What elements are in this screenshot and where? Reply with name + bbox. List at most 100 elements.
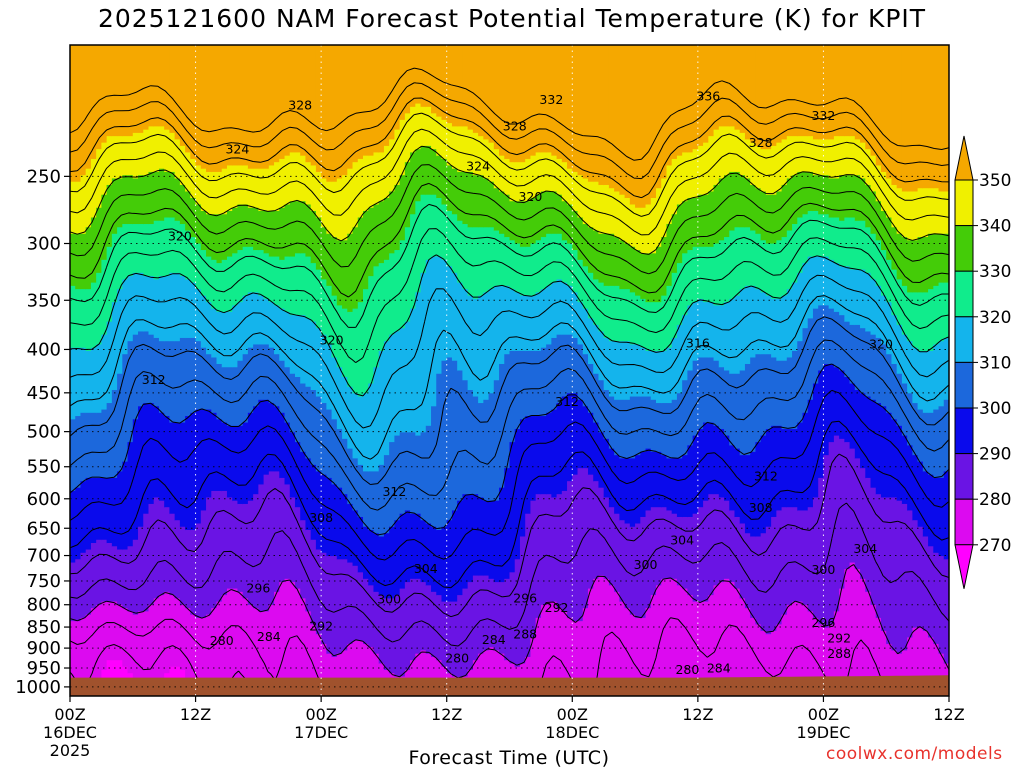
colorbar-band	[954, 316, 974, 363]
colorbar: 350 340 330 320 310 300 290 280 270	[954, 135, 1011, 589]
contour-label: 332	[811, 108, 835, 123]
colorbar-band	[954, 270, 974, 318]
ground-layer	[70, 675, 949, 696]
contour-label: 324	[466, 158, 490, 173]
contour-label: 312	[555, 394, 579, 409]
contour-label-layer: 328 324 320 328 332 324 320 336 328 332 320 316 320 3…	[142, 89, 893, 678]
x-tick-label: 00Z	[54, 705, 85, 724]
colorbar-label: 300	[979, 399, 1011, 419]
contour-label: 308	[749, 500, 773, 515]
contour-label: 320	[168, 229, 192, 244]
x-tick-label: 12Z	[180, 705, 211, 724]
colorbar-over-arrow	[954, 135, 974, 181]
contour-label: 324	[225, 141, 249, 156]
y-tick-label: 650	[27, 518, 61, 539]
contour-label: 300	[634, 557, 658, 572]
colorbar-label: 280	[979, 490, 1011, 510]
contour-label: 280	[675, 662, 699, 677]
contour-label: 288	[827, 646, 851, 661]
y-axis: 2503003504004505005506006507007508008509…	[15, 166, 70, 698]
contour-label: 292	[309, 619, 333, 634]
contour-label: 296	[811, 615, 835, 630]
contour-lines	[70, 67, 949, 696]
contour-label: 304	[853, 541, 877, 556]
x-tick-label: 12Z	[933, 705, 964, 724]
contour-label: 288	[513, 626, 537, 641]
x-tick-date: 18DEC	[545, 723, 599, 742]
colorbar-label: 330	[979, 262, 1011, 282]
contour-label: 300	[811, 562, 835, 577]
colorbar-label: 310	[979, 353, 1011, 373]
contour-label: 316	[686, 335, 710, 350]
contour-label: 312	[754, 468, 778, 483]
y-tick-label: 500	[27, 422, 61, 443]
y-tick-label: 850	[27, 617, 61, 638]
x-tick-date: 17DEC	[294, 723, 348, 742]
y-tick-label: 800	[27, 595, 61, 616]
contour-label: 304	[670, 532, 694, 547]
y-tick-label: 600	[27, 489, 61, 510]
contour-label: 320	[518, 189, 542, 204]
colorbar-band	[954, 225, 974, 272]
colorbar-label: 320	[979, 308, 1011, 328]
colorbar-band	[954, 361, 974, 409]
contour-fill-layer	[70, 45, 949, 696]
y-tick-label: 1000	[15, 677, 61, 698]
contour-label: 296	[513, 590, 537, 605]
y-tick-label: 450	[27, 383, 61, 404]
chart-title: 2025121600 NAM Forecast Potential Temper…	[97, 4, 927, 33]
colorbar-band	[954, 498, 974, 546]
contour-label: 312	[142, 372, 166, 387]
contour-label: 328	[288, 98, 312, 113]
contour-label: 312	[382, 484, 406, 499]
contour-label: 284	[707, 661, 731, 676]
y-tick-label: 350	[27, 290, 61, 311]
y-tick-label: 550	[27, 457, 61, 478]
colorbar-band	[954, 407, 974, 455]
contour-label: 320	[320, 333, 344, 348]
contour-label: 332	[539, 92, 563, 107]
y-tick-label: 700	[27, 546, 61, 567]
contour-label: 336	[696, 89, 720, 104]
contour-label: 284	[257, 629, 281, 644]
x-tick-label: 00Z	[808, 705, 839, 724]
contour-label: 280	[210, 633, 234, 648]
x-tick-date: 16DEC	[43, 723, 97, 742]
grid-layer	[70, 45, 949, 696]
contour-label: 292	[827, 631, 851, 646]
contour-label: 328	[503, 118, 527, 133]
x-tick-date: 19DEC	[796, 723, 850, 742]
colorbar-band	[954, 453, 974, 500]
contour-label: 300	[377, 592, 401, 607]
contour-label: 284	[482, 632, 506, 647]
y-tick-label: 950	[27, 658, 61, 679]
colorbar-label: 270	[979, 536, 1011, 556]
contour-line-layer	[70, 67, 949, 696]
ground-fill	[70, 675, 949, 696]
y-tick-label: 750	[27, 571, 61, 592]
contour-label: 280	[445, 650, 469, 665]
credit-text: coolwx.com/models	[826, 744, 1003, 764]
x-tick-label: 12Z	[431, 705, 462, 724]
x-tick-label: 00Z	[557, 705, 588, 724]
y-tick-label: 300	[27, 234, 61, 255]
colorbar-band	[954, 179, 974, 227]
y-tick-label: 900	[27, 638, 61, 659]
colorbar-label: 350	[979, 171, 1011, 191]
colorbar-label: 290	[979, 445, 1011, 465]
contour-label: 292	[545, 600, 569, 615]
x-tick-label: 00Z	[305, 705, 336, 724]
x-tick-year: 2025	[50, 741, 91, 760]
contour-label: 296	[246, 580, 270, 595]
plot-frame	[69, 44, 950, 697]
x-tick-label: 12Z	[682, 705, 713, 724]
contour-label: 308	[309, 510, 333, 525]
y-tick-label: 250	[27, 166, 61, 187]
contour-label: 320	[869, 336, 893, 351]
y-tick-label: 400	[27, 339, 61, 360]
colorbar-under-arrow	[954, 544, 974, 589]
contour-label: 304	[414, 561, 438, 576]
contour-label: 328	[749, 135, 773, 150]
